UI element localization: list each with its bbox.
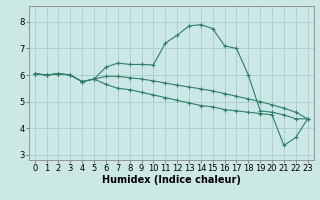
X-axis label: Humidex (Indice chaleur): Humidex (Indice chaleur) [102, 175, 241, 185]
